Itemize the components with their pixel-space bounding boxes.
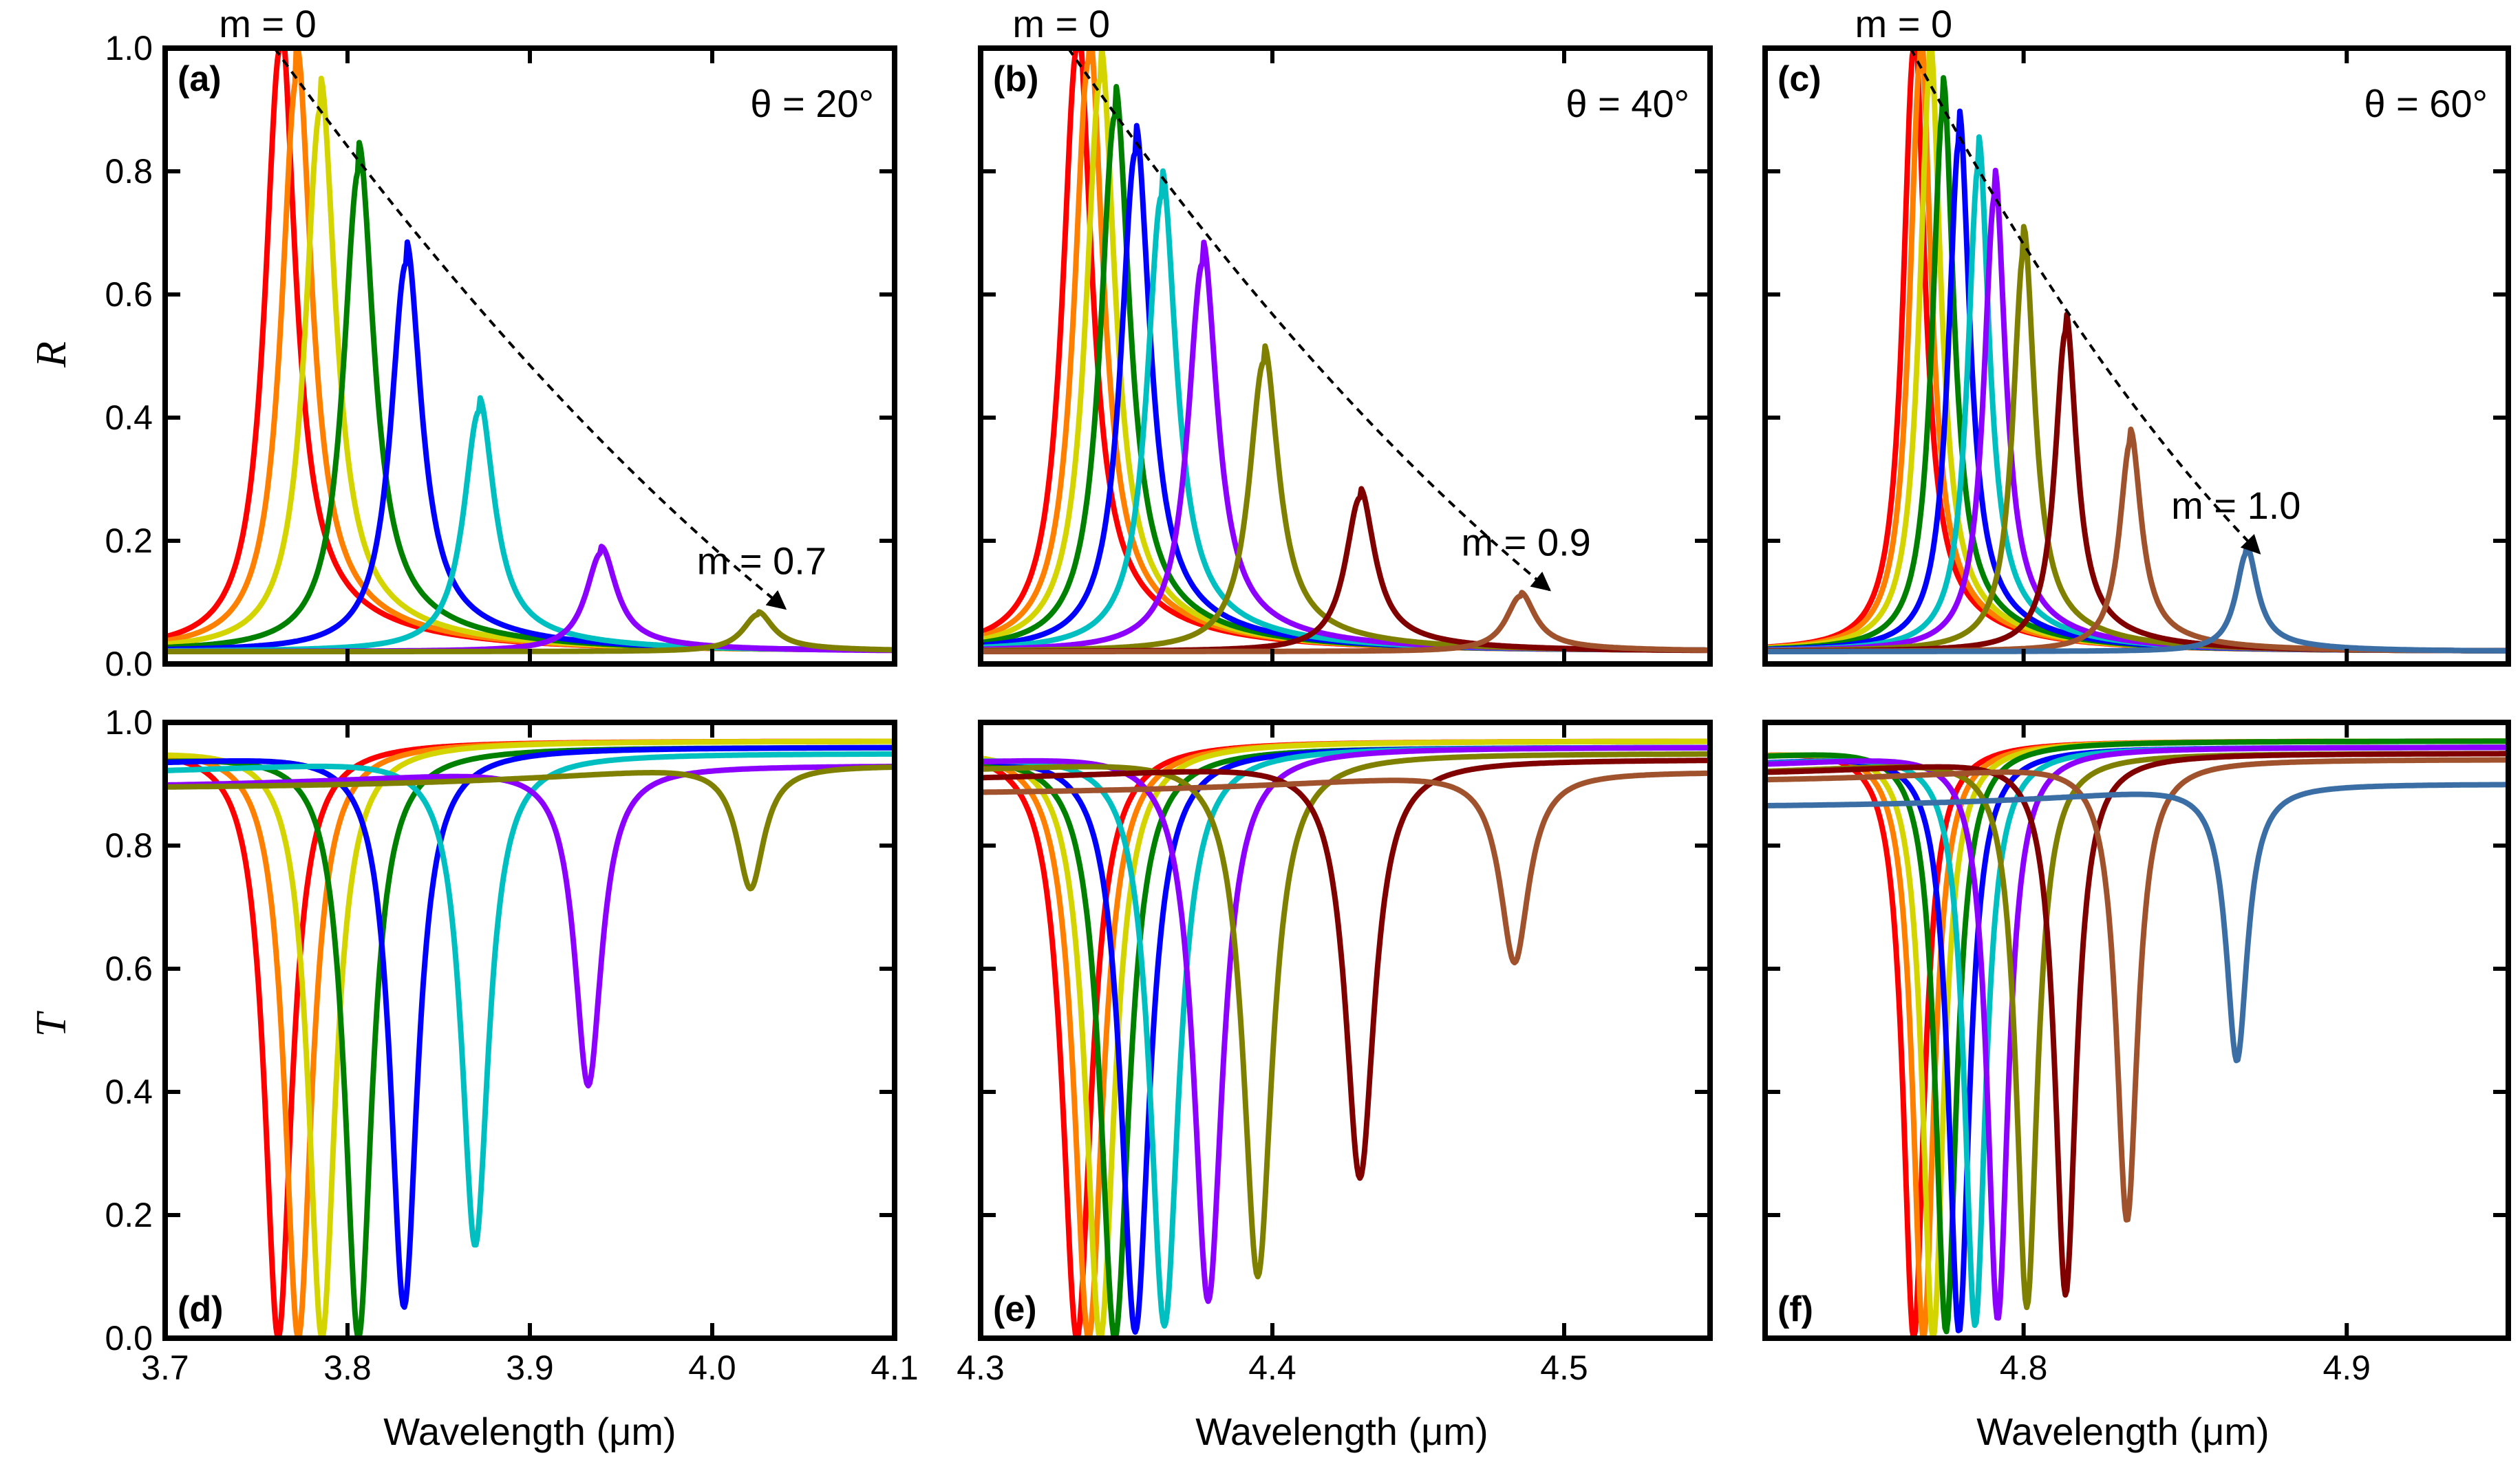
curves-a: [165, 48, 895, 654]
plot-frame-f: [1762, 720, 2511, 1341]
series-line-f-11: [1765, 782, 2508, 1064]
series-line-b-8: [981, 343, 1710, 654]
x-tick-label-f: 4.8: [2000, 1349, 2048, 1387]
series-line-d-4: [165, 744, 895, 1338]
panel-label-b: (b): [993, 59, 1038, 99]
panel-label-f: (f): [1777, 1289, 1813, 1329]
m-start-label-b: m = 0: [1012, 2, 1110, 45]
x-tick-label-d: 3.8: [323, 1349, 372, 1387]
y-tick-label-d: 0.4: [105, 1073, 153, 1111]
m-start-label-a: m = 0: [219, 2, 317, 45]
x-tick-label-e: 4.4: [1248, 1349, 1296, 1387]
y-tick-label-d: 0.6: [105, 949, 153, 988]
y-axis-title-T: T: [28, 1010, 75, 1037]
m-end-label-a: m = 0.7: [697, 539, 826, 582]
series-line-d-1: [165, 738, 895, 1338]
curves-f: [1765, 738, 2508, 1338]
y-axis-title-R: R: [28, 341, 75, 368]
series-line-d-8: [165, 764, 895, 892]
panel-label-e: (e): [993, 1289, 1037, 1329]
x-axis-title-a: Wavelength (μm): [383, 1410, 676, 1453]
series-line-e-9: [981, 758, 1710, 1181]
y-tick-label-a: 0.8: [105, 152, 153, 191]
series-line-d-2: [165, 738, 895, 1338]
y-tick-label-a: 0.2: [105, 522, 153, 560]
x-tick-label-d: 4.1: [871, 1349, 919, 1387]
y-tick-label-a: 0.6: [105, 275, 153, 314]
angle-label-c: θ = 60°: [2364, 82, 2488, 125]
plot-frame-e: [978, 720, 1713, 1341]
series-line-c-3: [1765, 48, 2508, 654]
curves-c: [1765, 48, 2508, 654]
angle-label-a: θ = 20°: [750, 82, 874, 125]
series-line-e-10: [981, 770, 1710, 966]
envelope-arrow-c: [1909, 47, 2261, 555]
curves-b: [981, 48, 1710, 654]
curves-d: [165, 738, 895, 1338]
m-end-label-c: m = 1.0: [2171, 484, 2300, 527]
x-tick-label-e: 4.3: [957, 1349, 1005, 1387]
series-line-d-5: [165, 744, 895, 1310]
x-tick-label-d: 3.9: [506, 1349, 554, 1387]
panel-b: (b) θ = 40° m = 0 m = 0.9: [978, 2, 1713, 667]
x-axis-title-c: Wavelength (μm): [1976, 1410, 2269, 1453]
y-tick-label-a: 0.4: [105, 398, 153, 437]
series-line-b-10: [981, 590, 1710, 654]
x-tick-label-d: 4.0: [688, 1349, 736, 1387]
panel-label-d: (d): [178, 1289, 223, 1329]
series-line-e-3: [981, 738, 1710, 1338]
panels: 0.0 0.2 0.4 0.6 0.8 1.0 (a) θ = 20° m = 0 m = 0.7…: [105, 2, 2511, 1387]
panel-label-a: (a): [178, 59, 222, 99]
envelope-arrow-b: [1067, 47, 1551, 592]
series-line-f-9: [1765, 751, 2508, 1298]
y-tick-label-d: 0.2: [105, 1196, 153, 1234]
series-line-e-8: [981, 751, 1710, 1280]
envelope-arrow-a: [273, 47, 787, 610]
m-end-label-b: m = 0.9: [1461, 521, 1590, 564]
series-line-f-10: [1765, 757, 2508, 1223]
y-tick-label-d: 1.0: [105, 703, 153, 742]
angle-label-b: θ = 40°: [1566, 82, 1689, 125]
panel-label-c: (c): [1777, 59, 1822, 99]
panel-a: 0.0 0.2 0.4 0.6 0.8 1.0 (a) θ = 20° m = 0 m = 0.7: [105, 2, 897, 683]
y-tick-label-d: 0.0: [105, 1319, 153, 1357]
y-tick-label-a: 0.0: [105, 645, 153, 683]
panel-c: (c) θ = 60° m = 0 m = 1.0: [1762, 2, 2511, 667]
plot-frame-d: [162, 720, 897, 1341]
x-tick-label-f: 4.9: [2323, 1349, 2371, 1387]
series-line-f-7: [1765, 744, 2508, 1321]
series-line-c-4: [1765, 75, 2508, 654]
curves-e: [981, 738, 1710, 1338]
m-start-label-c: m = 0: [1855, 2, 1952, 45]
panel-f: 4.8 4.9 (f): [1762, 720, 2511, 1387]
x-tick-label-e: 4.5: [1540, 1349, 1588, 1387]
series-line-c-6: [1765, 134, 2508, 654]
series-line-d-6: [165, 751, 895, 1248]
panel-d: 3.7 3.8 3.9 4.0 4.1 0.0 0.2 0.4 0.6 0.8 1.0 (d): [105, 703, 918, 1387]
y-tick-label-d: 0.8: [105, 826, 153, 865]
series-line-d-7: [165, 764, 895, 1088]
plot-frame-c: [1762, 45, 2511, 667]
plot-frame-b: [978, 45, 1713, 667]
panel-e: 4.3 4.4 4.5 (e): [957, 720, 1713, 1387]
series-line-c-5: [1765, 108, 2508, 654]
y-tick-label-a: 1.0: [105, 29, 153, 67]
x-tick-label-d: 3.7: [141, 1349, 189, 1387]
series-line-d-3: [165, 738, 895, 1338]
series-line-c-11: [1765, 544, 2508, 654]
x-axis-title-b: Wavelength (μm): [1195, 1410, 1488, 1453]
